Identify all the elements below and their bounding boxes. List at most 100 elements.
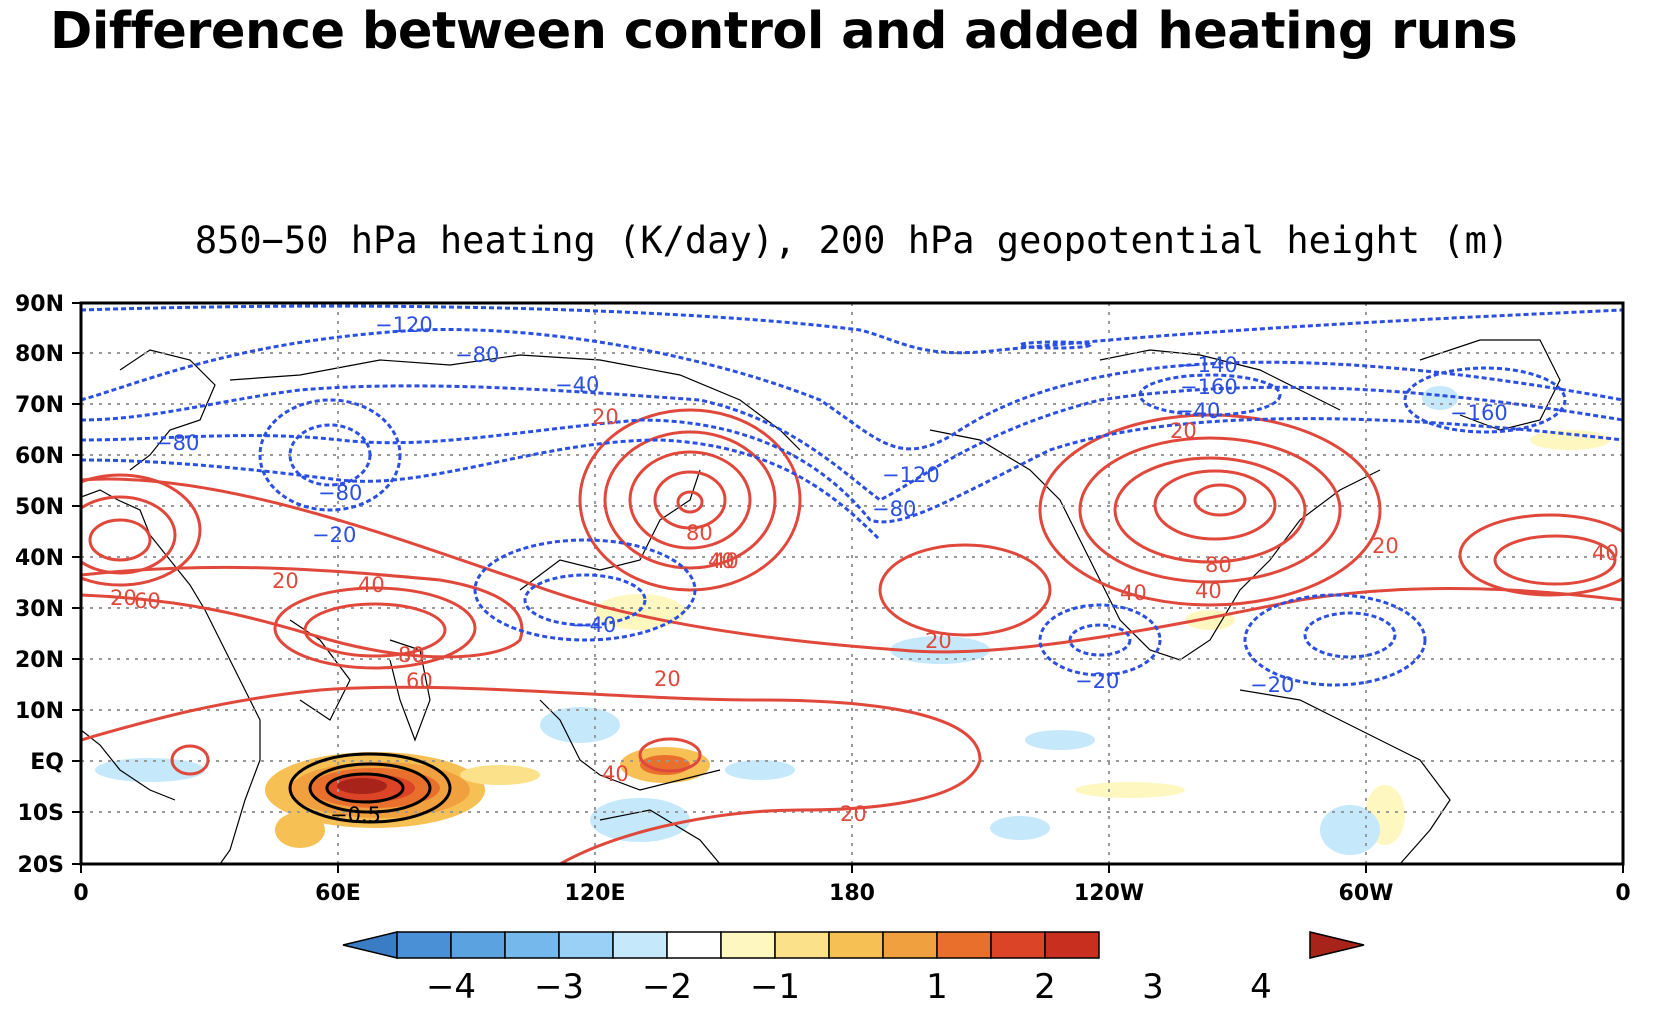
contour-label: 40 [602,762,629,786]
contour-label: −80 [318,481,362,505]
shade-warm [1075,782,1185,798]
lon-label: 180 [829,881,875,906]
contour-positive [638,737,702,773]
contour-label: 20 [654,667,681,691]
contour-positive [81,477,1623,654]
contour-label: −120 [882,463,940,487]
coastlines [81,339,1561,864]
contour-label: −80 [455,343,499,367]
contour-label: 40 [1195,579,1222,603]
contour-label: 20 [925,629,952,653]
plot-area: 20 40 60 80 20 40 20 40 60 80 20 40 20 8… [81,303,1623,864]
shade-cool [890,636,990,664]
contour-label: −80 [872,497,916,521]
contour-label: −160 [1180,375,1238,399]
lon-label: 60W [1339,881,1394,906]
contour-label: 40 [708,549,735,573]
contour-positive [81,565,524,659]
colorbar-cell [882,931,938,959]
colorbar-cell [612,931,668,959]
contour-positive [170,744,210,776]
coast-seasia [539,699,721,791]
contour-heating [308,762,432,814]
contour-negative [473,538,697,642]
colorbar-cell [828,931,884,959]
contour-positive [1493,534,1617,586]
colorbar-tick-label: −4 [426,967,476,1007]
contour-negative [1068,623,1132,657]
lat-label: 20N [15,648,64,673]
colorbar-right-arrow [1309,931,1365,959]
contour-label: 80 [686,521,713,545]
lat-label: 30N [15,597,64,622]
contour-positive [1113,456,1307,564]
longitude-labels: 0 60E 120E 180 120W 60W 0 [73,881,1630,906]
grid-lines [81,303,1623,864]
shade-warm [460,765,540,785]
colorbar-cells [396,931,1100,959]
lat-label: 80N [15,342,64,367]
slide-title: Difference between control and added hea… [50,2,1518,61]
contour-negative [258,398,402,512]
colorbar-cell [990,931,1046,959]
colorbar-left-arrow [342,931,398,959]
contour-label: −120 [375,313,433,337]
contour-negative [1138,373,1282,417]
negative-height-contours [81,304,1623,687]
contour-positive [81,685,982,864]
contour-positive [578,408,802,592]
contour-heating [288,752,452,824]
colorbar-cell [396,931,452,959]
contour-negative [1243,593,1427,687]
contour-label: 40 [1592,541,1619,565]
contour-positive [628,450,752,550]
colorbar-tick-label: 2 [1034,967,1056,1007]
contour-label: −40 [1176,399,1220,423]
colorbar-tick-label: 3 [1142,967,1164,1007]
colorbar-cell [450,931,506,959]
shade-cool [725,760,795,780]
contour-label: −20 [1075,669,1119,693]
lon-label: 0 [1615,881,1630,906]
contour-labels-black: −0.5 [330,803,381,827]
lat-label: 50N [15,495,64,520]
contour-positive [81,495,177,575]
contour-positive [878,543,1052,637]
contour-label: 20 [592,405,619,429]
contour-label: 40 [712,549,739,573]
latitude-labels: 90N 80N 70N 60N 50N 40N 30N 20N 10N EQ 1… [15,292,64,878]
contour-negative [288,423,372,487]
lon-label: 120W [1074,881,1144,906]
contour-label: 20 [110,586,137,610]
colorbar-cell [720,931,776,959]
contour-positive [653,470,727,530]
contour-label: 80 [1205,553,1232,577]
contour-negative [1018,340,1092,350]
coast-scandinavia [119,349,216,471]
map-subtitle: 850−50 hPa heating (K/day), 200 hPa geop… [195,219,1509,262]
lat-label: EQ [30,750,64,775]
shade-cool [95,758,205,782]
contour-labels-blue: −120 −80 −40 −80 −80 −20 −40 −120 −80 −1… [155,313,1508,697]
contour-label: 40 [358,573,385,597]
shade-cool [590,798,690,842]
colorbar-tick-label: −2 [642,967,692,1007]
colorbar-cell [774,931,830,959]
lat-label: 90N [15,292,64,317]
lat-label: 10N [15,699,64,724]
coast-europe-africa [81,489,261,864]
contour-label: −20 [1250,673,1294,697]
contour-negative [81,384,1623,502]
colorbar-cell [936,931,992,959]
colorbar-cell [558,931,614,959]
colorbar-cell [1044,931,1100,959]
contour-negative [1038,603,1162,677]
axis-ticks [72,302,1624,873]
contour-positive [676,490,704,514]
contour-label: 20 [1170,419,1197,443]
contour-positive [1078,436,1342,584]
colorbar-tick-label: 1 [926,967,948,1007]
colorbar-tick-label: −1 [750,967,800,1007]
contour-negative [81,438,882,542]
